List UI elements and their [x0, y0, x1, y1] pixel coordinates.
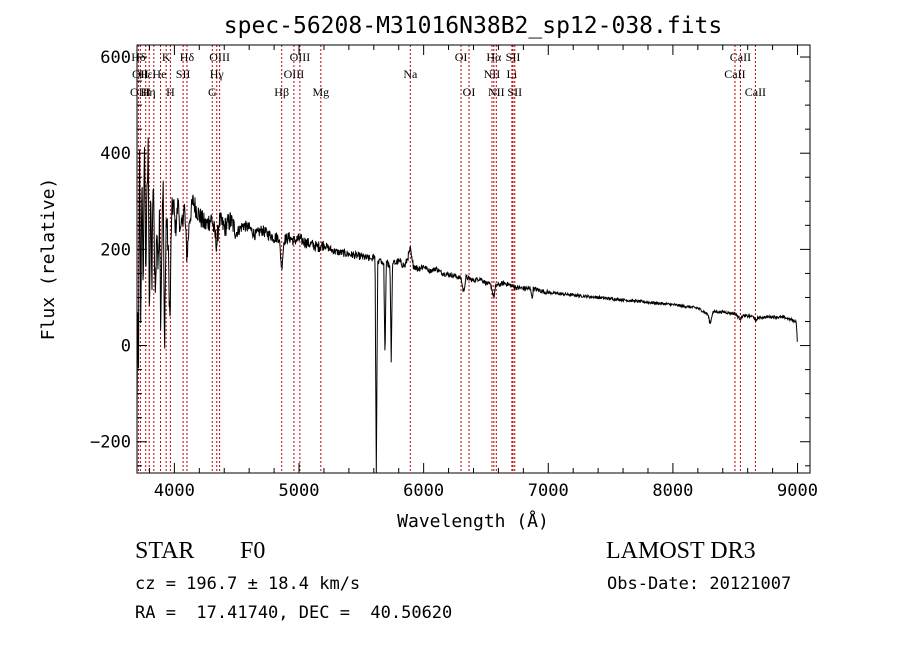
x-tick-label: 5000 [279, 481, 320, 501]
plot-frame [136, 44, 811, 474]
x-axis-label: Wavelength (Å) [397, 510, 549, 532]
line-label: NII [488, 85, 505, 99]
line-label: OI [463, 85, 476, 99]
y-tick-label: 200 [100, 240, 131, 260]
line-label: Hα [486, 50, 502, 64]
line-label: K [162, 50, 171, 64]
emission-line-markers [137, 45, 756, 473]
object-subclass: F0 [240, 538, 266, 564]
y-axis-ticks: −200 0 200 400 600 [90, 48, 810, 467]
line-label: Hη [141, 85, 156, 99]
y-axis-label: Flux (relative) [38, 178, 59, 341]
sky-coordinates: RA = 17.41740, DEC = 40.50620 [135, 603, 453, 623]
line-label: Hβ [274, 85, 289, 99]
line-label: OIII [130, 85, 151, 99]
y-tick-label: 400 [100, 144, 131, 164]
line-label: Na [403, 67, 418, 81]
line-label: Hε [139, 67, 153, 81]
line-label: Mg [312, 85, 329, 99]
line-label: OIII [284, 67, 305, 81]
x-tick-label: 7000 [528, 481, 569, 501]
line-label: SII [506, 50, 521, 64]
line-label: SII [176, 67, 191, 81]
survey-name: LAMOST DR3 [606, 538, 756, 564]
spectrum-line [136, 137, 798, 474]
line-label: OII [132, 67, 149, 81]
y-tick-label: 600 [100, 48, 131, 68]
x-tick-label: 8000 [652, 481, 693, 501]
line-label: OIII [290, 50, 311, 64]
x-tick-label: 9000 [777, 481, 818, 501]
line-label: G [208, 85, 217, 99]
y-tick-label: 0 [121, 337, 131, 357]
redshift-value: cz = 196.7 ± 18.4 km/s [135, 574, 361, 594]
line-label: Hδ [180, 50, 195, 64]
object-class: STAR [135, 538, 195, 564]
x-axis-ticks: 4000 5000 6000 7000 8000 9000 [148, 45, 818, 501]
line-label: Hγ [210, 67, 225, 81]
observation-date: Obs-Date: 20121007 [607, 574, 792, 594]
y-tick-label: −200 [90, 433, 131, 453]
line-label: H [166, 85, 175, 99]
line-label: OIII [209, 50, 230, 64]
line-label: SII [507, 85, 522, 99]
line-label: He [152, 67, 166, 81]
line-label: CaII [745, 85, 766, 99]
line-label: NII [484, 67, 501, 81]
line-label: OI [455, 50, 468, 64]
x-tick-label: 4000 [154, 481, 195, 501]
line-label: Li [507, 67, 518, 81]
x-tick-label: 6000 [403, 481, 444, 501]
line-label: CaII [730, 50, 751, 64]
chart-title: spec-56208-M31016N38B2_sp12-038.fits [224, 13, 723, 39]
line-label: CaII [724, 67, 745, 81]
